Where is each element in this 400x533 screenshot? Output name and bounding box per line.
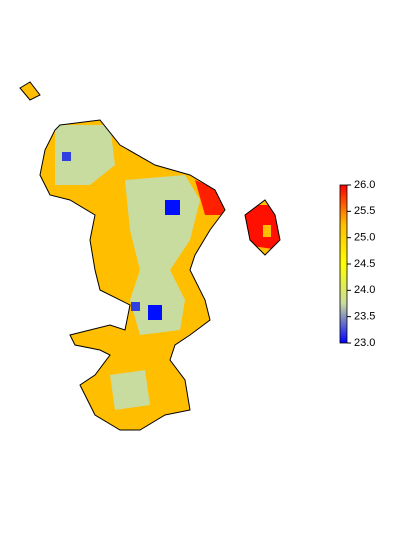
tick-label: 25.5 [354,205,375,217]
tick-label: 26.0 [354,179,375,191]
tick-label: 24.0 [354,284,375,296]
raster [20,82,280,430]
tick-label: 23.5 [354,311,375,323]
tick-label: 25.0 [354,232,375,244]
colorbar [339,184,348,344]
tick-label: 24.5 [354,258,375,270]
tick-label: 23.0 [354,337,375,349]
